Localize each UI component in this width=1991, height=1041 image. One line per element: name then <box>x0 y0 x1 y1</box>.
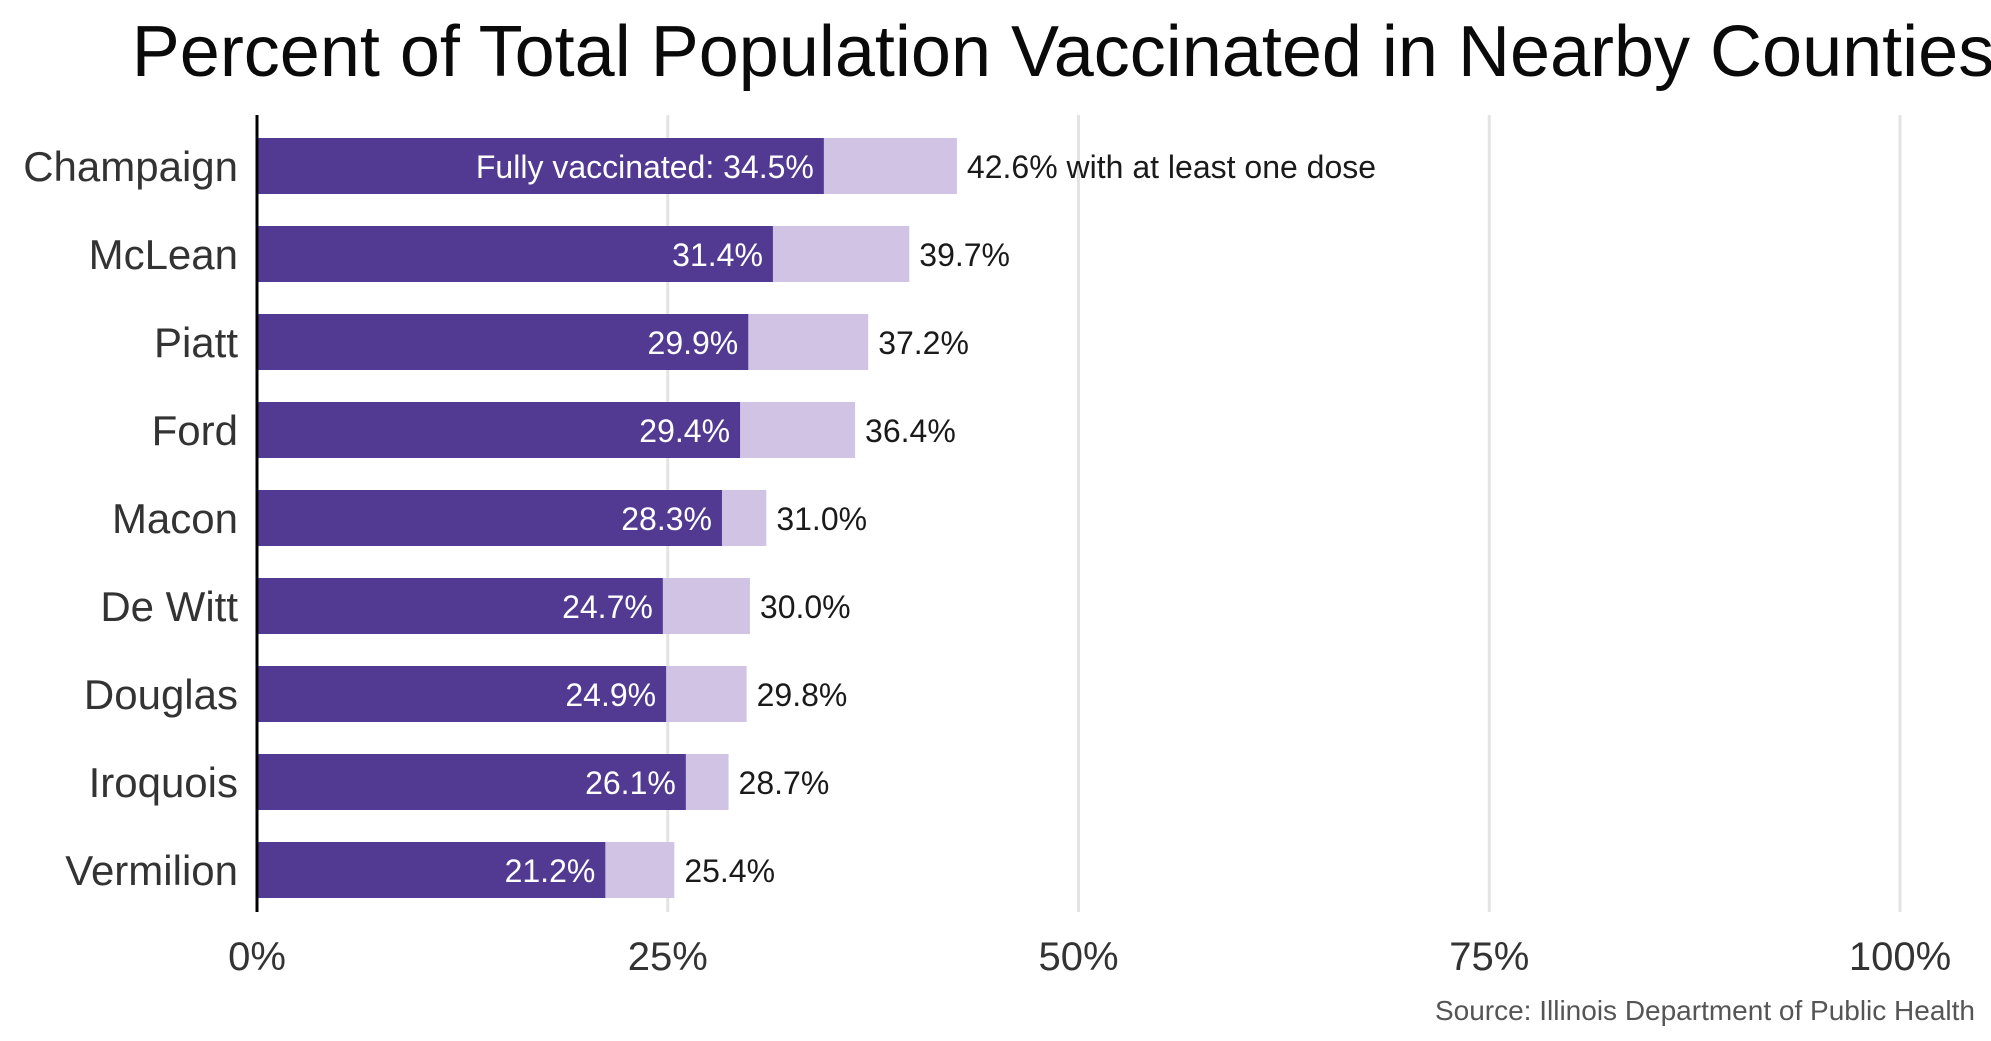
bar-fully-vaccinated <box>257 754 686 810</box>
data-label-fully-vaccinated: 31.4% <box>672 237 763 273</box>
bar-fully-vaccinated <box>257 138 824 194</box>
data-label-fully-vaccinated: Fully vaccinated: 34.5% <box>476 149 814 185</box>
data-label-fully-vaccinated: 24.9% <box>565 677 656 713</box>
bar-fully-vaccinated <box>257 402 741 458</box>
category-label: Iroquois <box>89 759 238 806</box>
data-label-at-least-one-dose: 37.2% <box>878 325 969 361</box>
category-label: Douglas <box>84 671 238 718</box>
data-label-at-least-one-dose: 30.0% <box>760 589 851 625</box>
category-label: Vermilion <box>65 847 238 894</box>
data-label-fully-vaccinated: 29.4% <box>639 413 730 449</box>
x-tick-label: 25% <box>628 935 708 979</box>
category-label: De Witt <box>100 583 238 630</box>
x-tick-label: 100% <box>1849 935 1951 979</box>
x-tick-label: 0% <box>228 935 286 979</box>
data-label-fully-vaccinated: 26.1% <box>585 765 676 801</box>
category-label: Ford <box>152 407 238 454</box>
bar-fully-vaccinated <box>257 666 667 722</box>
bar-fully-vaccinated <box>257 490 722 546</box>
x-tick-label: 50% <box>1038 935 1118 979</box>
data-label-at-least-one-dose: 31.0% <box>776 501 867 537</box>
data-label-fully-vaccinated: 29.9% <box>648 325 739 361</box>
category-label: Piatt <box>154 319 238 366</box>
data-label-fully-vaccinated: 24.7% <box>562 589 653 625</box>
bar-fully-vaccinated <box>257 842 606 898</box>
data-label-at-least-one-dose: 42.6% with at least one dose <box>967 149 1376 185</box>
x-tick-label: 75% <box>1449 935 1529 979</box>
labels: 0% 25% 50% 75% 100% Champaign Fully vaccinated… <box>23 143 1951 979</box>
data-label-at-least-one-dose: 36.4% <box>865 413 956 449</box>
source-label: Source: Illinois Department of Public He… <box>1435 995 1975 1026</box>
bars <box>257 138 957 898</box>
category-label: Champaign <box>23 143 238 190</box>
data-label-fully-vaccinated: 21.2% <box>505 853 596 889</box>
chart-title: Percent of Total Population Vaccinated i… <box>132 12 1991 92</box>
bar-fully-vaccinated <box>257 578 663 634</box>
bar-fully-vaccinated <box>257 314 749 370</box>
data-label-fully-vaccinated: 28.3% <box>621 501 712 537</box>
category-label: McLean <box>89 231 238 278</box>
data-label-at-least-one-dose: 25.4% <box>684 853 775 889</box>
bar-fully-vaccinated <box>257 226 773 282</box>
data-label-at-least-one-dose: 28.7% <box>739 765 830 801</box>
data-label-at-least-one-dose: 39.7% <box>919 237 1010 273</box>
category-label: Macon <box>112 495 238 542</box>
data-label-at-least-one-dose: 29.8% <box>757 677 848 713</box>
